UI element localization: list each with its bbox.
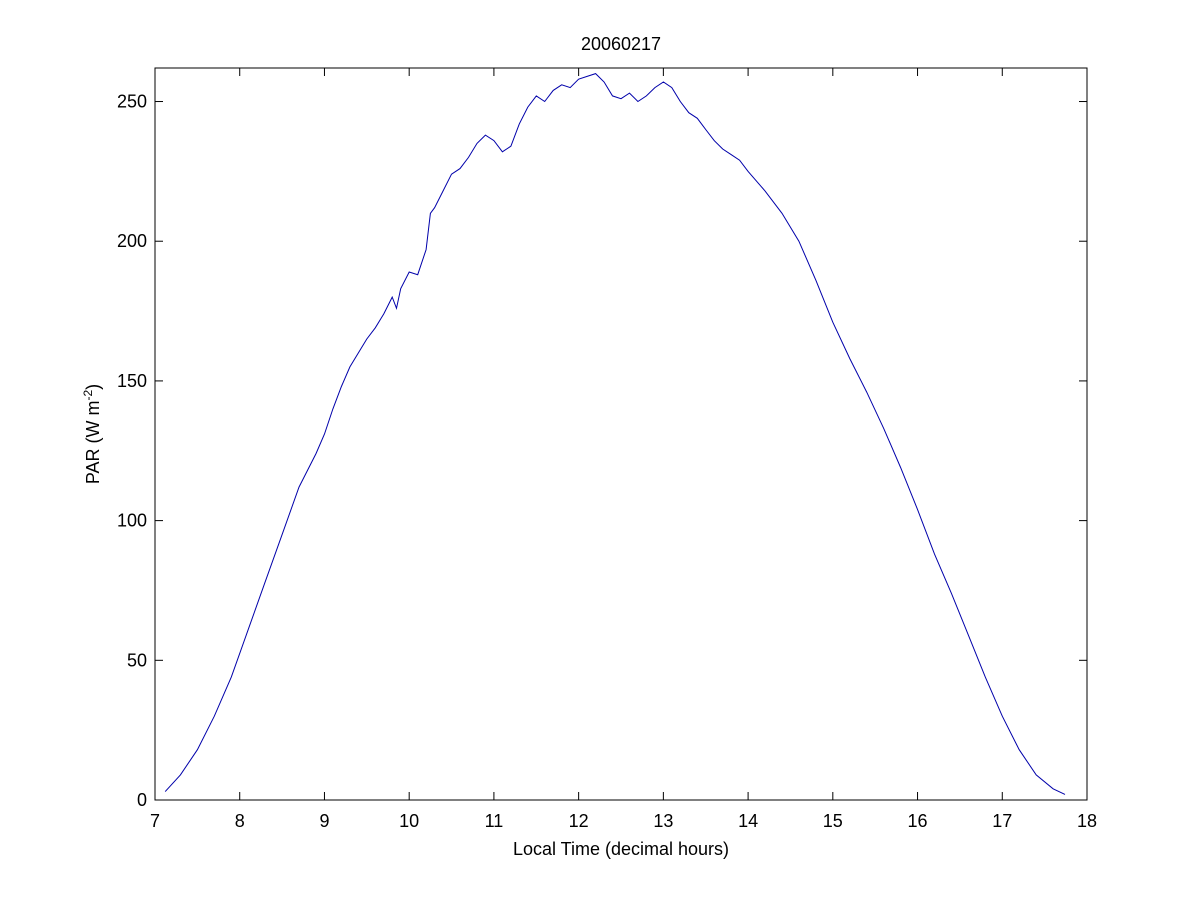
y-axis-label-main: PAR (W m	[83, 401, 103, 485]
x-tick-label: 7	[150, 811, 160, 831]
x-tick-label: 9	[319, 811, 329, 831]
x-tick-label: 18	[1077, 811, 1097, 831]
x-tick-label: 8	[235, 811, 245, 831]
y-tick-label: 50	[127, 650, 147, 670]
tick-layer: 7 8 9 10 11 12 13 14 15 16 17 18 0 50 100 150 200 250	[117, 68, 1097, 831]
plot-area	[155, 68, 1087, 800]
series-line-1	[164, 73, 1066, 795]
x-axis-label: Local Time (decimal hours)	[513, 839, 729, 859]
x-tick-label: 15	[823, 811, 843, 831]
chart-title: 20060217	[581, 34, 661, 54]
x-tick-label: 13	[653, 811, 673, 831]
x-tick-label: 12	[569, 811, 589, 831]
x-tick-label: 16	[908, 811, 928, 831]
y-tick-label: 200	[117, 231, 147, 251]
y-tick-label: 100	[117, 511, 147, 531]
x-tick-label: 14	[738, 811, 758, 831]
y-tick-label: 0	[137, 790, 147, 810]
x-tick-label: 17	[992, 811, 1012, 831]
x-tick-label: 11	[485, 811, 504, 831]
y-axis-label-close: )	[83, 384, 103, 390]
plot-frame	[154, 67, 1088, 801]
y-axis-label-superscript: -2	[81, 390, 95, 401]
x-tick-label: 10	[399, 811, 419, 831]
data-layer	[164, 73, 1066, 795]
y-axis-label: PAR (W m-2)	[81, 384, 103, 484]
y-tick-label: 250	[117, 92, 147, 112]
y-tick-label: 150	[117, 371, 147, 391]
